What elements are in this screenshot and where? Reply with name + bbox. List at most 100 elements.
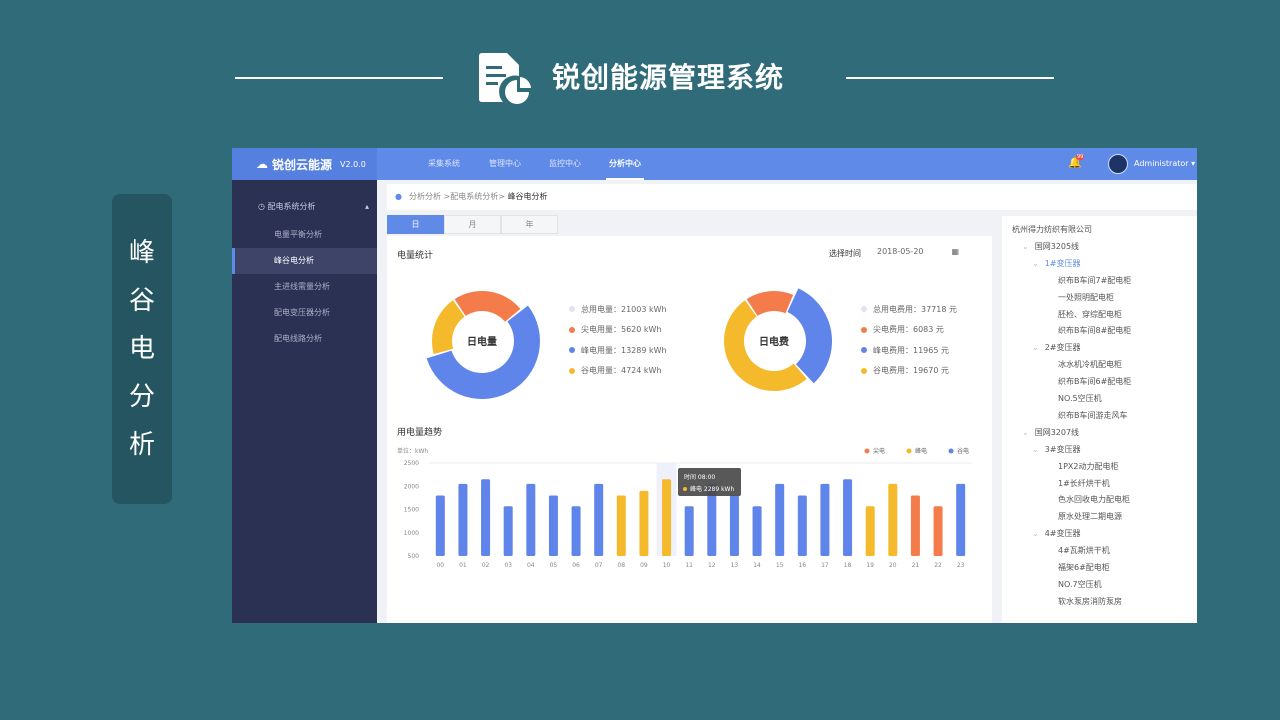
tree-node[interactable]: 一处照明配电柜 — [1058, 292, 1114, 303]
tab-year[interactable]: 年 — [501, 215, 558, 234]
tree-node-label: 2#变压器 — [1044, 343, 1081, 353]
date-picker[interactable]: 2018-05-20 ▦ — [869, 243, 969, 261]
x-tick-label: 10 — [663, 562, 671, 569]
donut-center — [455, 314, 509, 368]
bar-10[interactable] — [662, 479, 672, 556]
tree-node[interactable]: 织布B车间8#配电柜 — [1058, 325, 1131, 336]
tree-node-label: 色水回收电力配电柜 — [1058, 495, 1130, 505]
bar-04[interactable] — [526, 483, 536, 556]
sidebar-item-transformer[interactable]: 配电变压器分析 — [274, 308, 330, 317]
bar-18[interactable] — [843, 479, 853, 556]
donut-slice-sharp[interactable] — [454, 291, 521, 322]
tree-node[interactable]: ⌄ 4#变压器 — [1032, 528, 1081, 539]
donut-slice-sharp[interactable] — [746, 291, 794, 316]
tree-node[interactable]: 色水回收电力配电柜 — [1058, 494, 1130, 505]
bar-17[interactable] — [820, 483, 830, 556]
sidebar-item-balance[interactable]: 电量平衡分析 — [274, 230, 322, 239]
tree-node[interactable]: NO.7空压机 — [1058, 579, 1102, 590]
tree-node[interactable]: 织布B车间游走风车 — [1058, 410, 1128, 421]
bar-09[interactable] — [639, 490, 649, 556]
avatar[interactable] — [1108, 154, 1128, 174]
tree-node[interactable]: 1PX2动力配电柜 — [1058, 461, 1118, 472]
tree-node-label: 1PX2动力配电柜 — [1058, 461, 1119, 471]
bar-15[interactable] — [775, 483, 785, 556]
bar-22[interactable] — [933, 506, 943, 556]
date-value: 2018-05-20 — [877, 247, 924, 256]
chevron-down-icon[interactable]: ⌄ — [1032, 343, 1039, 353]
chevron-down-icon[interactable]: ⌄ — [1032, 444, 1039, 454]
tree-node[interactable]: 冰水机冷机配电柜 — [1058, 359, 1122, 370]
nav-analysis[interactable]: 分析中心 — [606, 148, 644, 180]
tree-node[interactable]: ⌄ 2#变压器 — [1032, 342, 1081, 353]
bar-01[interactable] — [458, 483, 468, 556]
breadcrumb-item[interactable]: 配电系统分析 — [450, 192, 499, 201]
chevron-down-icon[interactable]: ⌄ — [1022, 241, 1029, 251]
bar-16[interactable] — [797, 495, 807, 556]
legend-text: 总用电量：21003 kWh — [581, 304, 667, 314]
tree-node[interactable]: ⌄ 国网3205线 — [1022, 241, 1079, 252]
nav-manage[interactable]: 管理中心 — [489, 159, 521, 168]
tree-node[interactable]: 杭州得力纺织有限公司 — [1012, 224, 1092, 235]
x-tick-label: 06 — [572, 562, 580, 569]
legend-label[interactable]: 谷电 — [957, 447, 969, 455]
bar-06[interactable] — [571, 506, 581, 556]
nav-collect[interactable]: 采集系统 — [428, 159, 460, 168]
x-tick-label: 09 — [640, 562, 648, 569]
chevron-down-icon[interactable]: ⌄ — [1032, 529, 1039, 539]
bar-23[interactable] — [956, 483, 966, 556]
tree-node[interactable]: 软水泵房消防泵房 — [1058, 596, 1122, 607]
tooltip: 时间 08:00 峰电 2289 kWh — [678, 468, 741, 496]
bar-21[interactable] — [910, 495, 920, 556]
bar-00[interactable] — [435, 495, 445, 556]
legend-dot — [861, 326, 867, 333]
tree-node[interactable]: 福架6#配电柜 — [1058, 562, 1110, 573]
legend-label[interactable]: 峰电 — [915, 447, 927, 455]
sidebar-item-peak-valley[interactable]: 峰谷电分析 — [232, 248, 377, 274]
bar-20[interactable] — [888, 483, 898, 556]
bar-02[interactable] — [481, 479, 491, 556]
tree-node[interactable]: ⌄ 国网3207线 — [1022, 427, 1079, 438]
x-tick-label: 17 — [821, 562, 829, 569]
x-tick-label: 19 — [866, 562, 874, 569]
nav-monitor[interactable]: 监控中心 — [549, 159, 581, 168]
tree-node[interactable]: 胚检、穿综配电柜 — [1058, 309, 1122, 320]
bar-07[interactable] — [594, 483, 604, 556]
legend-label[interactable]: 尖电 — [873, 447, 885, 455]
legend-text: 谷电用量：4724 kWh — [581, 366, 662, 376]
tree-node[interactable]: 织布B车间7#配电柜 — [1058, 275, 1131, 286]
legend-text: 尖电用量：5620 kWh — [581, 325, 662, 335]
chevron-down-icon[interactable]: ⌄ — [1022, 427, 1029, 437]
sidebar-item-demand[interactable]: 主进线需量分析 — [274, 282, 330, 291]
user-menu[interactable]: Administrator ▾ — [1134, 159, 1196, 168]
slide-title: 锐创能源管理系统 — [552, 61, 785, 94]
tab-month[interactable]: 月 — [444, 215, 501, 234]
donut-slice-valley[interactable] — [724, 300, 807, 391]
tree-node[interactable]: 1#长纤烘干机 — [1058, 478, 1110, 489]
donut-slice-valley[interactable] — [432, 300, 465, 355]
bell-icon[interactable]: 🔔 99 — [1068, 154, 1085, 169]
chevron-down-icon[interactable]: ⌄ — [1032, 258, 1039, 268]
bar-03[interactable] — [503, 506, 513, 556]
tree-node[interactable]: 原水处理二期电源 — [1058, 511, 1122, 522]
donut-slice-peak[interactable] — [426, 305, 540, 399]
donut-slice-peak[interactable] — [787, 288, 832, 384]
breadcrumb-item[interactable]: 分析分析 — [409, 192, 441, 201]
tree-node[interactable]: NO.5空压机 — [1058, 393, 1102, 404]
sidebar-item-line[interactable]: 配电线路分析 — [274, 334, 322, 343]
tree-node[interactable]: ⌄ 1#变压器 — [1032, 258, 1081, 269]
bar-13[interactable] — [729, 495, 739, 556]
bar-14[interactable] — [752, 506, 762, 556]
bar-19[interactable] — [865, 506, 875, 556]
tree-node-label: 软水泵房消防泵房 — [1058, 596, 1122, 606]
tree-node[interactable]: 织布B车间6#配电柜 — [1058, 376, 1131, 387]
bar-08[interactable] — [616, 495, 626, 556]
bar-05[interactable] — [548, 495, 558, 556]
bar-11[interactable] — [684, 506, 694, 556]
tab-day[interactable]: 日 — [387, 215, 444, 234]
tree-node[interactable]: ⌄ 3#变压器 — [1032, 444, 1081, 455]
app-logo[interactable]: ☁ 锐创云能源 V2.0.0 — [232, 148, 377, 180]
tree-node-label: NO.7空压机 — [1058, 579, 1102, 589]
tree-node[interactable]: 4#瓦斯烘干机 — [1058, 545, 1110, 556]
bar-12[interactable] — [707, 483, 717, 556]
sidebar-group[interactable]: ◷ 配电系统分析 ▴ — [258, 202, 369, 211]
